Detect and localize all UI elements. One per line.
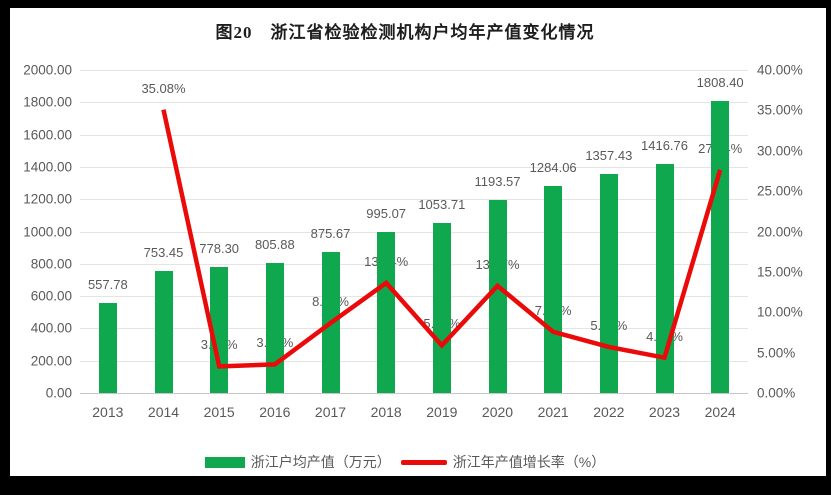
gridline (80, 199, 748, 201)
bar-value-label: 1193.57 (474, 174, 521, 190)
gridline (80, 328, 748, 330)
left-axis-tick: 1600.00 (23, 127, 72, 143)
legend: 浙江户均产值（万元） 浙江年产值增长率（%） (10, 452, 800, 472)
left-axis-tick: 1400.00 (23, 159, 72, 175)
gridline (80, 134, 748, 136)
gridline (80, 70, 748, 71)
gridline (80, 263, 748, 265)
legend-bar-label: 浙江户均产值（万元） (250, 454, 391, 470)
bar-value-label: 1357.43 (585, 147, 633, 163)
right-axis-tick: 20.00% (757, 224, 803, 239)
x-axis-tick: 2021 (537, 404, 569, 420)
x-axis-tick: 2014 (147, 404, 180, 420)
left-axis-tick: 1000.00 (23, 224, 72, 239)
right-axis-tick: 25.00% (757, 183, 803, 199)
left-axis-tick: 1800.00 (23, 94, 72, 110)
legend-line-label: 浙江年产值增长率（%） (452, 454, 606, 470)
x-axis-tick: 2017 (314, 404, 347, 420)
x-axis-tick: 2015 (203, 404, 235, 420)
bar (711, 100, 730, 393)
legend-item-bar-series: 浙江户均产值（万元） (204, 452, 391, 472)
x-axis-tick: 2019 (426, 404, 458, 420)
bar-value-label: 1053.71 (418, 196, 466, 212)
left-axis-tick: 2000.00 (23, 62, 72, 78)
bar-value-label: 557.78 (87, 276, 128, 292)
bar-value-label: 778.30 (199, 241, 240, 257)
gridline (80, 231, 748, 233)
bar (599, 173, 618, 393)
legend-item-line-series: 浙江年产值增长率（%） (400, 452, 606, 472)
chart-title: 图20 浙江省检验检测机构户均年产值变化情况 (215, 23, 595, 42)
gridline (80, 296, 748, 298)
bar (210, 267, 229, 393)
growth-rate-line (161, 109, 723, 369)
bar-value-label: 805.88 (254, 236, 295, 252)
line-series-swatch-icon (400, 459, 447, 465)
right-axis-tick: 10.00% (757, 304, 803, 320)
bar-value-label: 1284.06 (529, 159, 577, 175)
bar-value-label: 753.45 (143, 245, 184, 261)
right-axis-tick: 35.00% (757, 102, 803, 118)
right-axis-tick: 0.00% (757, 385, 796, 401)
bar-value-label: 1416.76 (641, 138, 688, 154)
bar (154, 271, 173, 393)
line-value-label: 35.08% (141, 80, 186, 96)
right-axis-tick: 5.00% (757, 345, 796, 361)
bar-value-label: 875.67 (310, 225, 351, 241)
x-axis-tick: 2013 (92, 404, 124, 420)
right-axis-tick: 40.00% (757, 62, 803, 78)
right-axis-tick: 15.00% (757, 264, 803, 280)
x-axis-tick: 2020 (481, 404, 514, 420)
left-axis-tick: 200.00 (30, 353, 72, 369)
left-axis-tick: 600.00 (30, 288, 72, 304)
bar (544, 185, 563, 393)
chart-canvas: 图20 浙江省检验检测机构户均年产值变化情况 2000.00 1800.00 160… (10, 8, 826, 476)
bar-value-label: 1808.40 (696, 74, 744, 90)
gridline (80, 166, 748, 168)
bar (98, 302, 117, 393)
gridline (80, 360, 748, 362)
x-axis-tick: 2022 (593, 404, 625, 420)
right-axis-tick: 30.00% (757, 143, 803, 159)
bar (432, 222, 451, 393)
bar (488, 200, 507, 393)
x-axis-tick: 2016 (259, 404, 291, 420)
bar-series-swatch-icon (204, 456, 245, 468)
left-axis-tick: 0.00 (45, 385, 72, 401)
x-axis-tick: 2018 (370, 404, 402, 420)
left-axis-tick: 1200.00 (23, 191, 72, 207)
x-axis-tick: 2024 (704, 404, 736, 420)
bar (377, 232, 396, 393)
gridline (80, 102, 748, 104)
plot-area: 2000.00 1800.00 1600.00 1400.00 1200.00 1000.… (23, 63, 803, 421)
x-axis-tick: 2023 (648, 404, 681, 420)
gridline (80, 393, 748, 394)
bar-value-label: 995.07 (366, 206, 407, 222)
left-axis-tick: 400.00 (30, 320, 72, 336)
left-axis-tick: 800.00 (30, 256, 72, 272)
